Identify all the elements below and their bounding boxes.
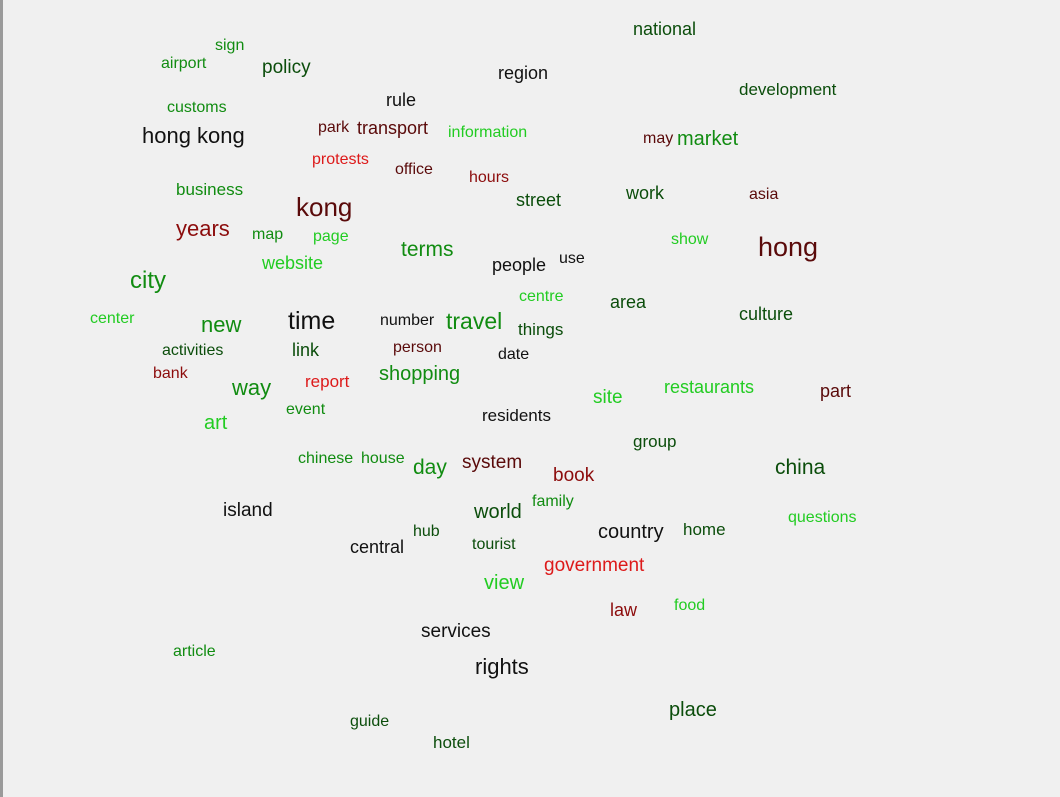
word-development: development: [739, 80, 837, 99]
word-site: site: [593, 387, 623, 408]
word-government: government: [544, 555, 645, 576]
word-travel: travel: [446, 308, 503, 334]
word-way: way: [232, 375, 272, 400]
word-policy: policy: [262, 57, 311, 78]
word-country: country: [598, 521, 664, 543]
word-rule: rule: [386, 90, 417, 110]
word-link: link: [292, 340, 320, 360]
word-services: services: [421, 621, 491, 642]
word-center: center: [90, 310, 135, 327]
word-chinese: chinese: [298, 450, 354, 467]
word-market: market: [677, 128, 739, 150]
word-report: report: [305, 372, 350, 391]
word-new: new: [201, 312, 242, 337]
word-activities: activities: [162, 342, 224, 359]
word-hub: hub: [413, 523, 440, 540]
word-may: may: [643, 130, 674, 147]
word-asia: asia: [749, 186, 779, 203]
word-residents: residents: [482, 406, 551, 425]
word-place: place: [669, 699, 717, 721]
word-art: art: [204, 412, 228, 434]
word-part: part: [820, 381, 852, 401]
word-shopping: shopping: [379, 363, 461, 385]
word-area: area: [610, 292, 647, 312]
word-page: page: [313, 228, 349, 245]
word-centre: centre: [519, 288, 564, 305]
word-national: national: [633, 19, 697, 39]
word-hours: hours: [469, 169, 510, 186]
word-things: things: [518, 320, 564, 339]
word-home: home: [683, 520, 726, 539]
word-region: region: [498, 63, 549, 83]
word-culture: culture: [739, 304, 794, 324]
word-business: business: [176, 180, 244, 199]
word-china: china: [775, 456, 826, 479]
word-hotel: hotel: [433, 733, 470, 752]
word-central: central: [350, 537, 405, 557]
word-view: view: [484, 572, 525, 594]
word-work: work: [626, 183, 665, 203]
word-people: people: [492, 255, 547, 275]
word-show: show: [671, 231, 709, 248]
word-family: family: [532, 493, 574, 510]
word-transport: transport: [357, 118, 429, 138]
word-website: website: [262, 253, 324, 273]
word-customs: customs: [167, 99, 227, 116]
word-time: time: [288, 307, 336, 335]
word-office: office: [395, 161, 433, 178]
word-date: date: [498, 346, 530, 363]
word-world: world: [474, 501, 522, 523]
word-guide: guide: [350, 713, 390, 730]
word-event: event: [286, 401, 326, 418]
word-airport: airport: [161, 55, 207, 72]
word-city: city: [130, 267, 166, 294]
word-group: group: [633, 432, 677, 451]
word-hong: hong: [758, 232, 819, 262]
word-island: island: [223, 500, 273, 521]
word-questions: questions: [788, 509, 857, 526]
word-protests: protests: [312, 151, 369, 168]
word-park: park: [318, 119, 350, 136]
word-terms: terms: [401, 238, 454, 261]
word-law: law: [610, 600, 638, 620]
word-book: book: [553, 465, 595, 486]
word-bank: bank: [153, 365, 188, 382]
word-number: number: [380, 312, 435, 329]
word-food: food: [674, 597, 706, 614]
word-system: system: [462, 452, 523, 473]
word-house: house: [361, 450, 405, 467]
word-day: day: [413, 456, 447, 479]
word-hong-kong: hong kong: [142, 123, 245, 148]
word-street: street: [516, 190, 562, 210]
word-information: information: [448, 124, 528, 141]
word-restaurants: restaurants: [664, 377, 755, 397]
word-tourist: tourist: [472, 536, 516, 553]
word-rights: rights: [475, 654, 529, 679]
word-map: map: [252, 226, 284, 243]
word-years: years: [176, 216, 230, 241]
word-sign: sign: [215, 37, 245, 54]
word-article: article: [173, 643, 216, 660]
word-kong: kong: [296, 192, 353, 222]
word-use: use: [559, 250, 585, 267]
word-person: person: [393, 339, 442, 356]
